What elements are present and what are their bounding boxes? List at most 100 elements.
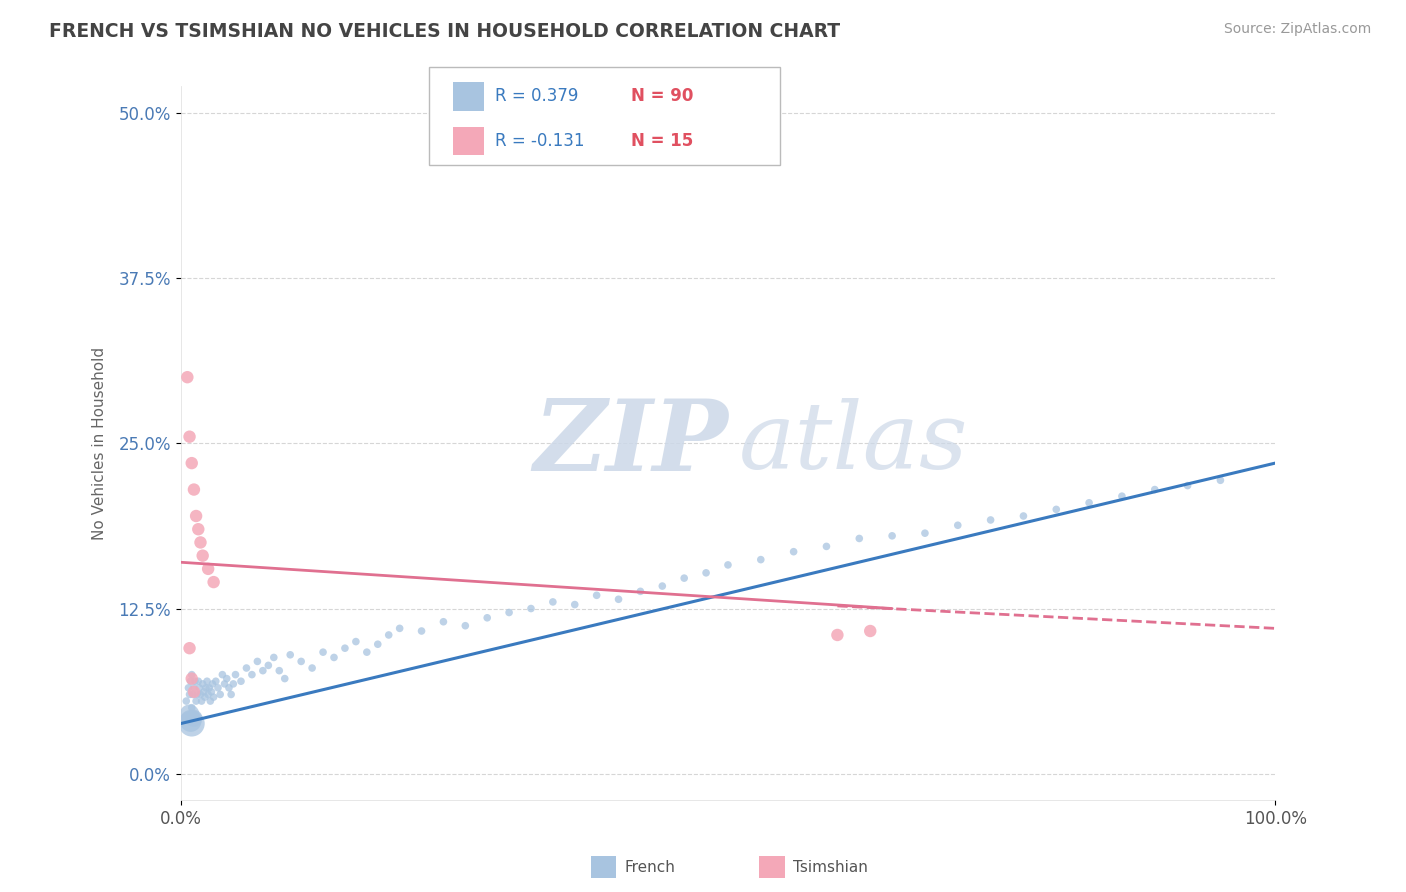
Point xyxy=(191,677,214,691)
Point xyxy=(1111,489,1133,503)
Point xyxy=(1045,502,1067,516)
Point xyxy=(252,664,274,678)
Point xyxy=(301,661,323,675)
Point xyxy=(183,711,205,725)
Point xyxy=(333,641,356,656)
Point xyxy=(179,641,201,656)
Point xyxy=(520,601,543,615)
Point xyxy=(197,688,219,702)
Point xyxy=(183,685,205,699)
Point xyxy=(1143,483,1166,497)
Text: R = 0.379: R = 0.379 xyxy=(495,87,578,105)
Point xyxy=(278,648,301,662)
Point xyxy=(179,688,201,702)
Text: Source: ZipAtlas.com: Source: ZipAtlas.com xyxy=(1223,22,1371,37)
Point xyxy=(377,628,399,642)
Point xyxy=(859,624,882,638)
Text: R = -0.131: R = -0.131 xyxy=(495,132,585,150)
Point xyxy=(651,579,673,593)
Point xyxy=(184,508,207,523)
Point xyxy=(184,674,207,689)
Point xyxy=(432,615,454,629)
Point xyxy=(914,526,936,541)
Point xyxy=(1209,473,1232,487)
Point xyxy=(179,430,201,444)
Point xyxy=(607,592,630,607)
Point xyxy=(782,544,804,558)
Point xyxy=(200,694,222,708)
Point xyxy=(180,700,202,714)
Point xyxy=(218,681,240,695)
Point xyxy=(193,685,215,699)
Point xyxy=(183,681,205,695)
Point xyxy=(190,694,212,708)
Point xyxy=(225,667,247,681)
Point xyxy=(180,716,202,731)
Point xyxy=(564,598,586,612)
Point xyxy=(411,624,433,638)
Point xyxy=(186,688,208,702)
Point xyxy=(882,529,904,543)
Point xyxy=(176,370,198,384)
Point xyxy=(229,674,252,689)
Point xyxy=(240,667,263,681)
Point xyxy=(815,540,838,554)
Point xyxy=(211,667,233,681)
Point xyxy=(541,595,564,609)
Point xyxy=(190,688,212,702)
Point xyxy=(263,650,285,665)
Text: N = 90: N = 90 xyxy=(631,87,693,105)
Point xyxy=(180,674,202,689)
Point xyxy=(269,664,291,678)
Point xyxy=(749,552,772,566)
Point xyxy=(194,681,217,695)
Point xyxy=(188,681,211,695)
Point xyxy=(454,618,477,632)
Point xyxy=(190,535,212,549)
Point xyxy=(187,522,209,536)
Text: N = 15: N = 15 xyxy=(631,132,693,150)
Point xyxy=(222,677,245,691)
Point xyxy=(717,558,740,572)
Point xyxy=(585,588,607,602)
Point xyxy=(214,677,236,691)
Point xyxy=(219,688,242,702)
Point xyxy=(215,672,238,686)
Point xyxy=(207,681,229,695)
Point xyxy=(197,562,219,576)
Point xyxy=(195,674,218,689)
Point xyxy=(180,672,202,686)
Point xyxy=(200,685,222,699)
Point xyxy=(673,571,696,585)
Point xyxy=(312,645,335,659)
Text: French: French xyxy=(624,860,675,874)
Point xyxy=(198,681,221,695)
Point xyxy=(209,688,232,702)
Point xyxy=(344,634,367,648)
Point xyxy=(628,584,651,599)
Point xyxy=(180,667,202,681)
Point xyxy=(848,532,870,546)
Point xyxy=(202,575,225,590)
Point xyxy=(477,611,499,625)
Point xyxy=(323,650,346,665)
Point xyxy=(1078,496,1101,510)
Point xyxy=(204,674,226,689)
Point xyxy=(827,628,849,642)
Point xyxy=(257,658,280,673)
Point xyxy=(695,566,717,580)
Point xyxy=(980,513,1002,527)
Text: FRENCH VS TSIMSHIAN NO VEHICLES IN HOUSEHOLD CORRELATION CHART: FRENCH VS TSIMSHIAN NO VEHICLES IN HOUSE… xyxy=(49,22,841,41)
Point xyxy=(388,621,411,635)
Point xyxy=(174,694,197,708)
Point xyxy=(191,549,214,563)
Point xyxy=(184,694,207,708)
Point xyxy=(180,714,202,728)
Point xyxy=(1177,478,1199,492)
Point xyxy=(177,681,200,695)
Point xyxy=(181,688,204,702)
Text: atlas: atlas xyxy=(740,399,969,488)
Point xyxy=(498,606,520,620)
Y-axis label: No Vehicles in Household: No Vehicles in Household xyxy=(93,347,107,540)
Point xyxy=(356,645,378,659)
